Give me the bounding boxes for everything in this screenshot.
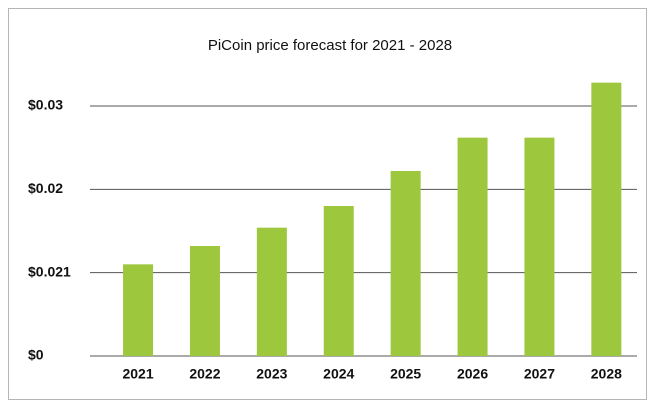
x-tick-label: 2022 (189, 366, 220, 382)
x-tick-label: 2028 (591, 366, 622, 382)
x-tick-label: 2021 (122, 366, 153, 382)
x-tick-label: 2023 (256, 366, 287, 382)
y-tick-label: $0.03 (28, 97, 63, 113)
x-tick-label: 2025 (390, 366, 421, 382)
bar (390, 171, 421, 356)
bar (323, 206, 354, 356)
y-tick-label: $0.021 (28, 263, 71, 279)
x-tick-label: 2027 (524, 366, 555, 382)
x-tick-label: 2024 (323, 366, 354, 382)
y-tick-label: $0 (28, 347, 44, 363)
bar (591, 82, 622, 357)
x-tick-label: 2026 (457, 366, 488, 382)
chart-title: PiCoin price forecast for 2021 - 2028 (208, 37, 452, 54)
bar (123, 264, 154, 356)
bar (457, 137, 488, 356)
bar (189, 246, 220, 356)
bar (256, 227, 287, 356)
bar (524, 137, 555, 356)
y-tick-label: $0.02 (28, 180, 63, 196)
